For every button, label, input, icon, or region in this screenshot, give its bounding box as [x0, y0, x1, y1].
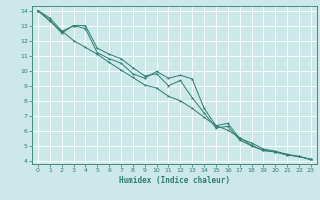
X-axis label: Humidex (Indice chaleur): Humidex (Indice chaleur) — [119, 176, 230, 185]
